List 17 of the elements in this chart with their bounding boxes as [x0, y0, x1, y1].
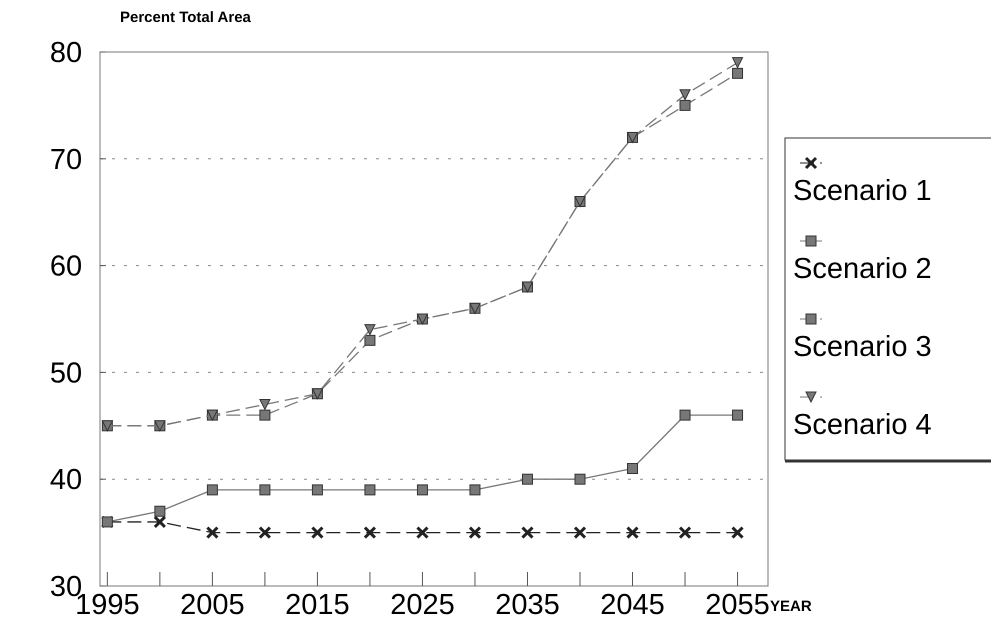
y-tick-label: 60	[50, 250, 82, 283]
y-tick-label: 70	[50, 144, 82, 176]
legend-label: Scenario 4	[793, 409, 932, 441]
y-axis-title: Percent Total Area	[120, 9, 252, 26]
legend-label: Scenario 1	[793, 175, 932, 207]
x-tick-label: 2015	[285, 589, 350, 621]
x-axis-title: YEAR	[770, 598, 812, 615]
x-tick-label: 2005	[180, 589, 245, 621]
x-tick-label: 2055	[705, 589, 770, 621]
legend-label: Scenario 2	[793, 253, 932, 285]
x-tick-label: 2035	[495, 589, 560, 621]
y-tick-label: 80	[50, 37, 82, 69]
y-tick-label: 40	[50, 464, 82, 496]
x-tick-label: 2045	[600, 589, 665, 621]
legend-label: Scenario 3	[793, 331, 932, 363]
y-tick-label: 50	[50, 357, 82, 390]
x-tick-label: 2025	[390, 589, 455, 621]
